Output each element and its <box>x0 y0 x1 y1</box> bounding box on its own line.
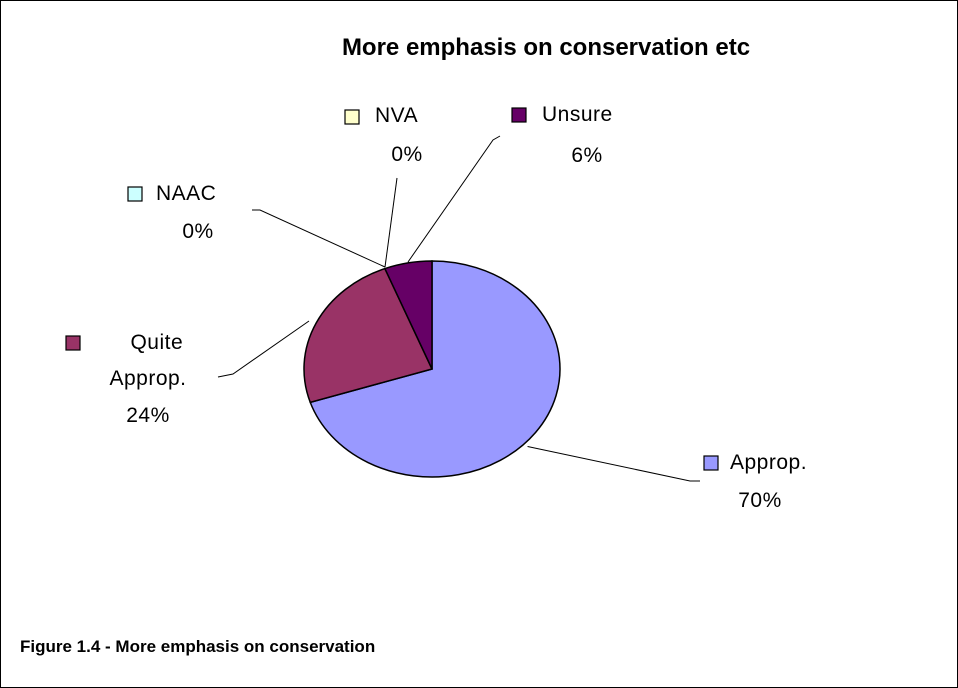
legend-swatch-naac <box>127 186 143 202</box>
legend-swatch-unsure <box>511 107 527 123</box>
leader-lines <box>217 135 700 482</box>
legend-swatch-quite-approp <box>65 335 81 351</box>
leader-line-naac <box>252 209 386 268</box>
figure-caption: Figure 1.4 - More emphasis on conservati… <box>20 637 376 656</box>
legend-swatch-nva <box>344 109 360 125</box>
category-label-naac: NAAC <box>156 182 216 205</box>
leader-line-quite-approp <box>217 320 310 378</box>
label-naac: NAAC 0% <box>127 182 216 243</box>
category-label-nva: NVA <box>375 104 418 127</box>
pie-slice-unsure <box>383 260 433 370</box>
value-label-approp: 70% <box>738 489 782 512</box>
label-unsure: Unsure 6% <box>511 103 613 167</box>
leader-line-approp <box>527 445 700 482</box>
value-label-nva: 0% <box>391 143 422 166</box>
pie-slices <box>303 260 561 478</box>
label-approp: Approp. 70% <box>703 451 807 512</box>
category-label-unsure: Unsure <box>542 103 613 126</box>
legend-swatch-approp <box>703 455 719 471</box>
leader-line-nva <box>384 177 398 268</box>
category-label-approp: Approp. <box>730 451 807 474</box>
category-label-quite-approp: Quite Approp. <box>109 331 189 390</box>
label-quite-approp: Quite Approp. 24% <box>65 331 189 427</box>
value-label-naac: 0% <box>182 220 213 243</box>
pie-slice-approp <box>309 260 561 478</box>
leader-line-unsure <box>407 135 501 263</box>
chart-title: More emphasis on conservation etc <box>342 34 750 61</box>
label-nva: NVA 0% <box>344 104 422 166</box>
value-label-quite-approp: 24% <box>126 404 170 427</box>
value-label-unsure: 6% <box>571 144 602 167</box>
